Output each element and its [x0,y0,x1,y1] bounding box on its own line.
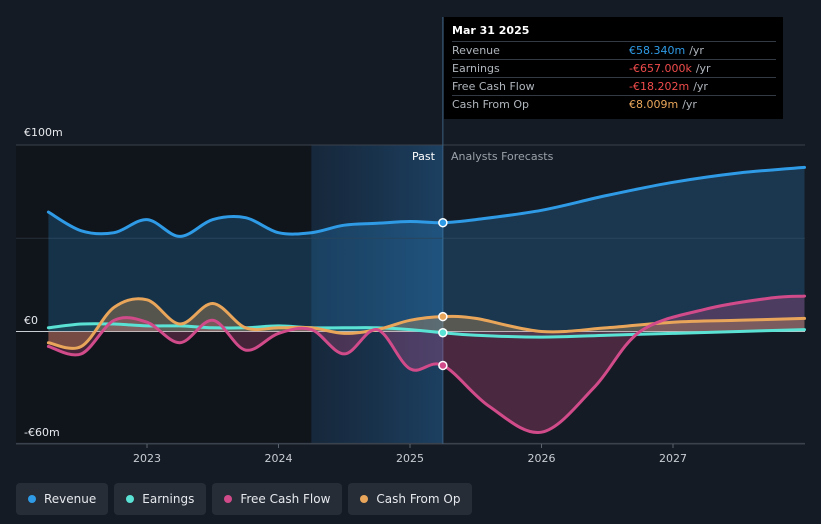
tooltip-value: €8.009m [629,98,679,111]
x-tick-label: 2027 [659,452,687,465]
x-tick-label: 2025 [396,452,424,465]
tooltip-value: €58.340m [629,44,686,57]
tooltip-date: Mar 31 2025 [452,24,530,37]
legend-label: Cash From Op [376,492,461,506]
y-axis-label-bottom: -€60m [24,426,60,439]
y-axis-label-top: €100m [24,126,63,139]
legend-label: Earnings [142,492,195,506]
tooltip-label: Free Cash Flow [452,80,535,93]
marker-earnings [438,327,448,338]
line-earnings [46,322,806,339]
tooltip-row-revenue: Revenue €58.340m /yr [452,41,776,59]
area-cash-from-op [48,298,805,349]
tooltip-unit: /yr [689,44,704,57]
marker-cash-from-op [438,311,448,322]
legend-dot-icon [126,495,135,503]
tooltip-unit: /yr [693,80,708,93]
tooltip-unit: /yr [682,98,697,111]
tooltip-row-cash-from-op: Cash From Op €8.009m /yr [452,95,776,113]
legend-dot-icon [28,495,36,503]
x-tick-label: 2023 [133,452,161,465]
tooltip-label: Cash From Op [452,98,530,111]
x-tick-label: 2024 [265,452,293,465]
y-axis-label-zero: €0 [24,314,38,327]
tooltip-unit: /yr [695,62,711,75]
line-free-cash-flow [46,294,806,434]
tooltip-label: Revenue [452,44,500,57]
legend-item-free-cash-flow[interactable]: Free Cash Flow [212,483,343,515]
marker-free-cash-flow [438,360,448,371]
legend-item-revenue[interactable]: Revenue [16,483,109,515]
legend-label: Free Cash Flow [240,492,331,506]
x-tick-label: 2026 [528,452,556,465]
past-shade-band [16,145,312,444]
forecast-label: Analysts Forecasts [451,150,554,163]
tooltip-value: -€657.000k [629,62,692,75]
tooltip-row-earnings: Earnings -€657.000k /yr [452,59,776,77]
line-revenue [46,165,806,238]
tooltip: Mar 31 2025 Revenue €58.340m /yr Earning… [444,17,783,119]
recent-highlight-band [311,145,443,444]
tooltip-value: -€18.202m [629,80,690,93]
past-label: Past [412,150,435,163]
legend-dot-icon [224,495,233,503]
tooltip-row-free-cash-flow: Free Cash Flow -€18.202m /yr [452,77,776,95]
legend-item-earnings[interactable]: Earnings [114,483,207,515]
legend-item-cash-from-op[interactable]: Cash From Op [348,483,473,515]
area-free-cash-flow [48,296,805,433]
marker-revenue [438,217,448,228]
tooltip-label: Earnings [452,62,500,75]
line-cash-from-op [46,297,806,350]
area-revenue [48,167,805,332]
legend-dot-icon [360,495,369,503]
legend-label: Revenue [44,492,97,506]
legend: Revenue Earnings Free Cash Flow Cash Fro… [16,483,473,515]
